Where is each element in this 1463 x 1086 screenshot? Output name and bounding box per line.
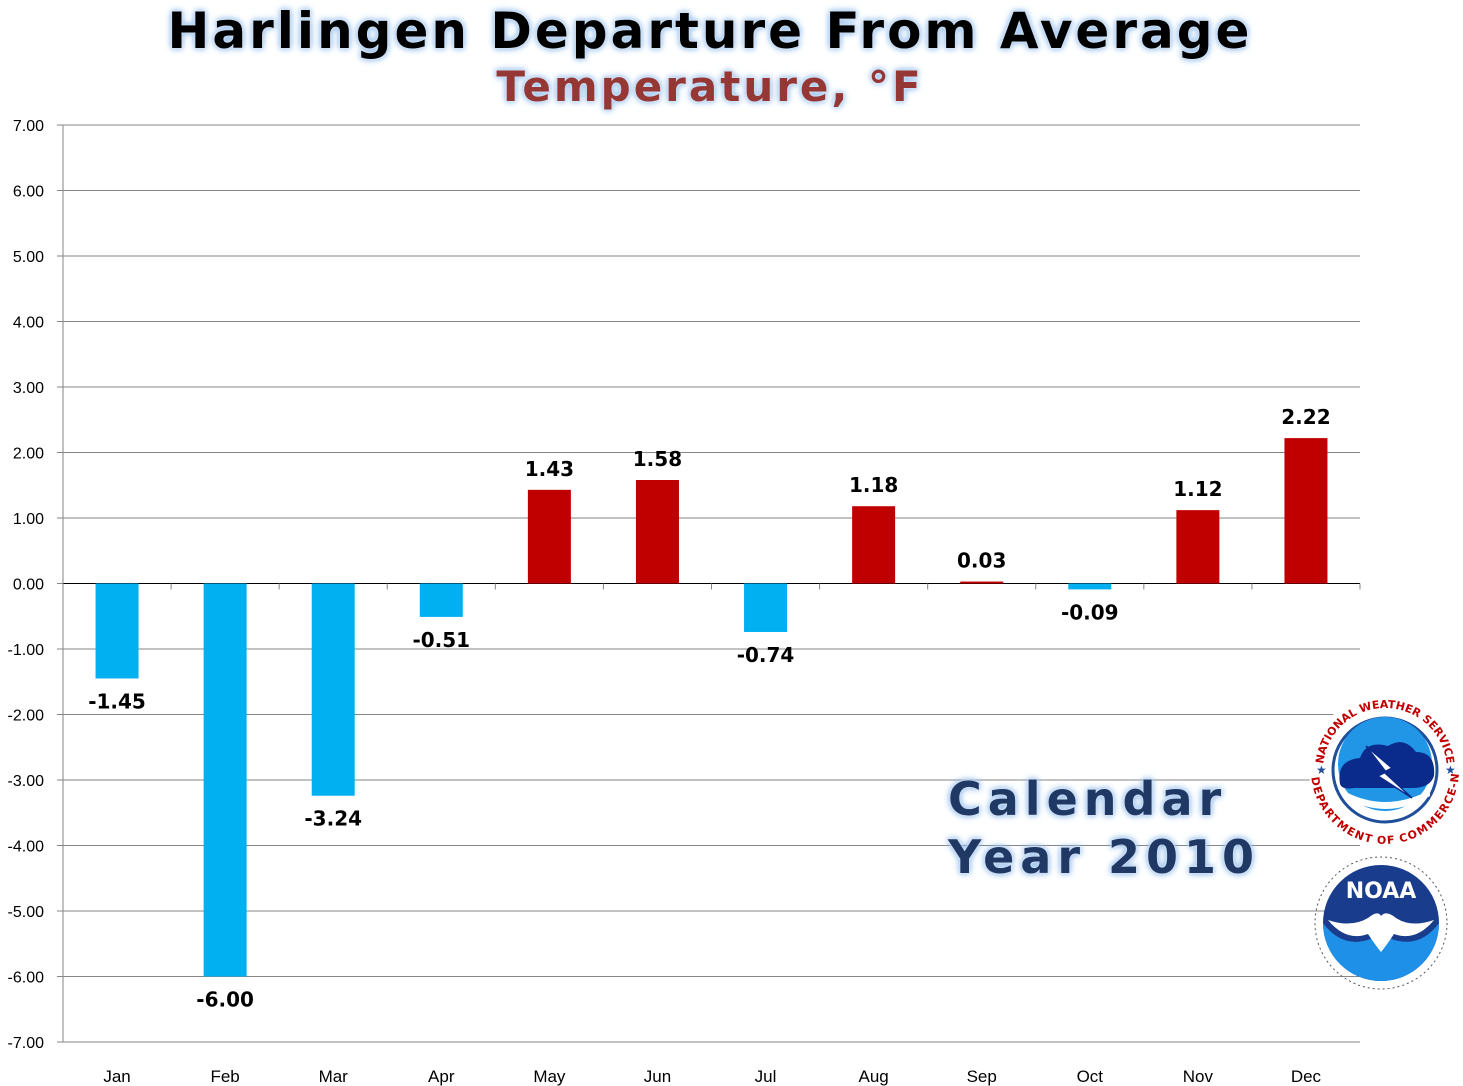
data-label: -1.45 [88, 689, 146, 713]
bar-apr [419, 583, 463, 617]
bar-jul [744, 583, 788, 632]
chart-title: Harlingen Departure From Average [167, 2, 1253, 60]
bar-jun [635, 480, 679, 584]
y-tick-label: 4.00 [13, 315, 44, 332]
nws-logo-icon: NATIONAL WEATHER SERVICE U.S. DEPARTMENT… [1308, 692, 1462, 847]
x-category-label: Nov [1183, 1067, 1214, 1086]
y-tick-label: -5.00 [8, 904, 45, 921]
bar-aug [852, 506, 896, 584]
y-tick-label: 6.00 [13, 184, 44, 201]
chart-subtitle: Temperature, °F [496, 62, 924, 111]
y-tick-label: -4.00 [8, 839, 45, 856]
noaa-logo-icon: NOAA [1314, 856, 1448, 990]
data-label: -3.24 [304, 807, 362, 831]
y-tick-label: -6.00 [8, 970, 45, 987]
x-category-label: Dec [1291, 1067, 1322, 1086]
bar-oct [1068, 583, 1112, 590]
data-label: 1.18 [849, 473, 898, 497]
bar-nov [1176, 510, 1220, 584]
data-label: 1.58 [633, 447, 682, 471]
y-tick-label: 0.00 [13, 577, 44, 594]
y-tick-label: 5.00 [13, 249, 44, 266]
y-tick-label: -1.00 [8, 642, 45, 659]
bar-may [527, 489, 571, 584]
x-category-label: Sep [967, 1067, 997, 1086]
y-tick-label: -3.00 [8, 773, 45, 790]
bar-dec [1284, 438, 1328, 584]
bar-mar [311, 583, 355, 796]
y-tick-label: 2.00 [13, 446, 44, 463]
data-label: 1.43 [525, 457, 574, 481]
svg-text:★: ★ [1445, 763, 1456, 777]
caption-calendar: Calendar [948, 772, 1228, 826]
y-tick-label: -2.00 [8, 708, 45, 725]
data-label: -0.09 [1061, 600, 1119, 624]
x-category-label: Oct [1077, 1067, 1104, 1086]
bar-feb [203, 583, 247, 977]
x-category-label: Aug [859, 1067, 889, 1086]
bar-jan [95, 583, 139, 679]
x-category-label: Jul [755, 1067, 777, 1086]
y-tick-label: 3.00 [13, 380, 44, 397]
x-category-label: Mar [319, 1067, 349, 1086]
y-tick-label: -7.00 [8, 1035, 45, 1052]
y-tick-label: 1.00 [13, 511, 44, 528]
data-label: 1.12 [1173, 477, 1222, 501]
noaa-text: NOAA [1346, 879, 1417, 904]
y-tick-label: 7.00 [13, 118, 44, 135]
data-label: 2.22 [1281, 405, 1330, 429]
caption-year: Year 2010 [948, 830, 1261, 884]
data-label: -0.74 [737, 643, 795, 667]
bar-sep [960, 581, 1004, 584]
x-category-label: Jun [644, 1067, 671, 1086]
data-label: -0.51 [412, 628, 470, 652]
data-label: 0.03 [957, 549, 1006, 573]
data-label: -6.00 [196, 988, 254, 1012]
x-category-label: May [533, 1067, 566, 1086]
x-category-label: Apr [428, 1067, 455, 1086]
x-category-label: Feb [210, 1067, 239, 1086]
x-category-label: Jan [103, 1067, 130, 1086]
svg-text:★: ★ [1316, 763, 1327, 777]
